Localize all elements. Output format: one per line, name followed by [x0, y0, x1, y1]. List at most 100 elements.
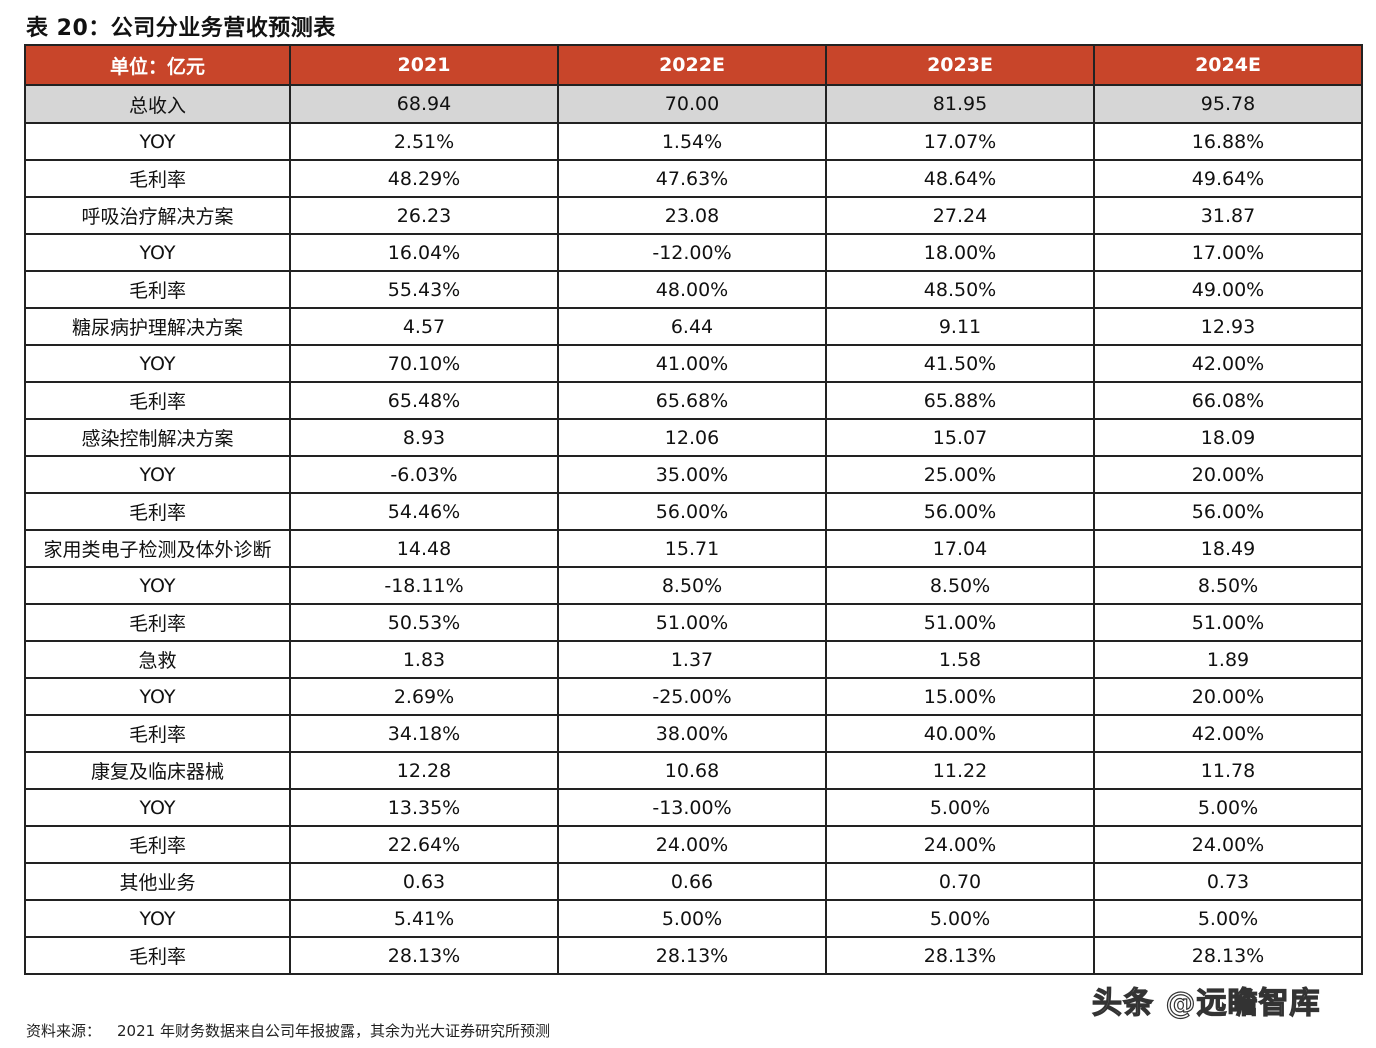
cell-value: 18.00%	[825, 233, 1095, 272]
cell-value: 5.00%	[825, 788, 1095, 827]
cell-value: 12.06	[557, 418, 827, 457]
row-label: YOY	[24, 566, 291, 605]
cell-value: 70.00	[557, 84, 827, 124]
row-label: 毛利率	[24, 270, 291, 309]
row-label: 急救	[24, 640, 291, 679]
row-label: 毛利率	[24, 936, 291, 975]
cell-value: 0.63	[289, 862, 559, 901]
cell-value: 41.00%	[557, 344, 827, 383]
row-label: 家用类电子检测及体外诊断	[24, 529, 291, 568]
row-label: YOY	[24, 899, 291, 938]
header-2021: 2021	[289, 44, 559, 86]
cell-value: 8.93	[289, 418, 559, 457]
cell-value: 27.24	[825, 196, 1095, 235]
cell-value: 50.53%	[289, 603, 559, 642]
cell-value: 24.00%	[557, 825, 827, 864]
table-row: 糖尿病护理解决方案 4.57 6.44 9.11 12.93	[24, 307, 1363, 346]
cell-value: 42.00%	[1093, 344, 1363, 383]
cell-value: 28.13%	[557, 936, 827, 975]
cell-value: 1.89	[1093, 640, 1363, 679]
table-row: 毛利率 50.53% 51.00% 51.00% 51.00%	[24, 603, 1363, 642]
cell-value: 51.00%	[1093, 603, 1363, 642]
row-label: YOY	[24, 788, 291, 827]
row-label: 呼吸治疗解决方案	[24, 196, 291, 235]
cell-value: 81.95	[825, 84, 1095, 124]
header-2023e: 2023E	[825, 44, 1095, 86]
source-note: 资料来源： 2021 年财务数据来自公司年报披露，其余为光大证券研究所预测	[26, 1020, 550, 1041]
cell-value: 55.43%	[289, 270, 559, 309]
table-row: 毛利率 48.29% 47.63% 48.64% 49.64%	[24, 159, 1363, 198]
cell-value: 10.68	[557, 751, 827, 790]
cell-value: 56.00%	[1093, 492, 1363, 531]
cell-value: 17.00%	[1093, 233, 1363, 272]
table-row: 毛利率 34.18% 38.00% 40.00% 42.00%	[24, 714, 1363, 753]
cell-value: 12.93	[1093, 307, 1363, 346]
cell-value: 28.13%	[289, 936, 559, 975]
cell-value: 65.88%	[825, 381, 1095, 420]
cell-value: 20.00%	[1093, 677, 1363, 716]
cell-value: 5.00%	[557, 899, 827, 938]
row-label: 毛利率	[24, 492, 291, 531]
table-body: 总收入 68.94 70.00 81.95 95.78 YOY 2.51% 1.54% 17.0…	[24, 84, 1363, 975]
table-row: YOY 5.41% 5.00% 5.00% 5.00%	[24, 899, 1363, 938]
row-label: 毛利率	[24, 603, 291, 642]
cell-value: 34.18%	[289, 714, 559, 753]
cell-value: 15.07	[825, 418, 1095, 457]
row-label: 糖尿病护理解决方案	[24, 307, 291, 346]
header-unit: 单位：亿元	[24, 44, 291, 86]
cell-value: 11.22	[825, 751, 1095, 790]
table-row: YOY 70.10% 41.00% 41.50% 42.00%	[24, 344, 1363, 383]
table-row: YOY 13.35% -13.00% 5.00% 5.00%	[24, 788, 1363, 827]
cell-value: -18.11%	[289, 566, 559, 605]
cell-value: 17.07%	[825, 122, 1095, 161]
row-label: 毛利率	[24, 825, 291, 864]
cell-value: 17.04	[825, 529, 1095, 568]
cell-value: 54.46%	[289, 492, 559, 531]
cell-value: 49.64%	[1093, 159, 1363, 198]
table-row: 毛利率 54.46% 56.00% 56.00% 56.00%	[24, 492, 1363, 531]
cell-value: -12.00%	[557, 233, 827, 272]
cell-value: 35.00%	[557, 455, 827, 494]
cell-value: 15.71	[557, 529, 827, 568]
row-label: 总收入	[24, 84, 291, 124]
row-label: 毛利率	[24, 159, 291, 198]
cell-value: 5.41%	[289, 899, 559, 938]
revenue-forecast-table: 单位：亿元 2021 2022E 2023E 2024E 总收入 68.94 70.…	[24, 44, 1363, 975]
cell-value: 1.58	[825, 640, 1095, 679]
cell-value: 0.70	[825, 862, 1095, 901]
watermark: 头条 @远瞻智库	[1091, 985, 1321, 1021]
source-label: 资料来源：	[26, 1022, 102, 1040]
cell-value: -25.00%	[557, 677, 827, 716]
cell-value: 48.00%	[557, 270, 827, 309]
cell-value: 15.00%	[825, 677, 1095, 716]
row-label: YOY	[24, 344, 291, 383]
cell-value: 25.00%	[825, 455, 1095, 494]
cell-value: 42.00%	[1093, 714, 1363, 753]
cell-value: 56.00%	[557, 492, 827, 531]
table-row: YOY -18.11% 8.50% 8.50% 8.50%	[24, 566, 1363, 605]
row-label: 感染控制解决方案	[24, 418, 291, 457]
cell-value: 22.64%	[289, 825, 559, 864]
cell-value: 1.83	[289, 640, 559, 679]
header-2022e: 2022E	[557, 44, 827, 86]
cell-value: 1.54%	[557, 122, 827, 161]
table-row: 毛利率 22.64% 24.00% 24.00% 24.00%	[24, 825, 1363, 864]
cell-value: 51.00%	[825, 603, 1095, 642]
table-row: 感染控制解决方案 8.93 12.06 15.07 18.09	[24, 418, 1363, 457]
table-row: 毛利率 65.48% 65.68% 65.88% 66.08%	[24, 381, 1363, 420]
cell-value: 31.87	[1093, 196, 1363, 235]
cell-value: 4.57	[289, 307, 559, 346]
cell-value: 66.08%	[1093, 381, 1363, 420]
header-row: 单位：亿元 2021 2022E 2023E 2024E	[24, 44, 1363, 86]
cell-value: 48.29%	[289, 159, 559, 198]
cell-value: 14.48	[289, 529, 559, 568]
table-row: 急救 1.83 1.37 1.58 1.89	[24, 640, 1363, 679]
row-label: YOY	[24, 677, 291, 716]
cell-value: 70.10%	[289, 344, 559, 383]
cell-value: 95.78	[1093, 84, 1363, 124]
cell-value: 18.09	[1093, 418, 1363, 457]
cell-value: 5.00%	[825, 899, 1095, 938]
row-label: 毛利率	[24, 381, 291, 420]
cell-value: 0.66	[557, 862, 827, 901]
cell-value: 9.11	[825, 307, 1095, 346]
